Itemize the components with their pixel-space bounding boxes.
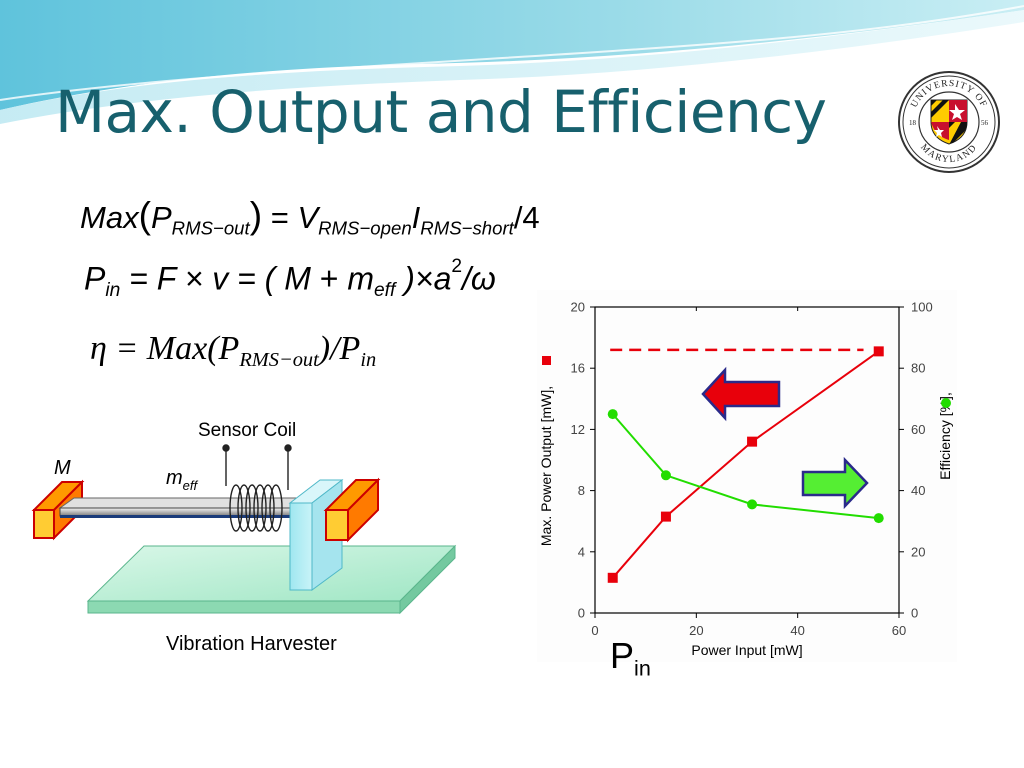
- slide-title: Max. Output and Efficiency: [55, 78, 827, 146]
- equation-efficiency: η = Max(PRMS−out)/Pin: [90, 330, 376, 372]
- eq1-p-subscript: RMS−out: [171, 217, 250, 239]
- power-output-point: [660, 511, 671, 522]
- efficiency-point: [607, 409, 618, 420]
- y-right-tick-label: 20: [911, 544, 925, 559]
- svg-text:18: 18: [909, 119, 917, 127]
- university-of-maryland-seal: UNIVERSITY OF MARYLAND 18 56: [898, 71, 1000, 173]
- equation-power-input: Pin = F × v = ( M + meff )×a2/ω: [84, 256, 496, 302]
- eq1-i-symbol: I: [411, 200, 421, 235]
- y-left-tick-label: 20: [571, 300, 585, 315]
- y-right-tick-label: 60: [911, 422, 925, 437]
- x-axis-label: Power Input [mW]: [691, 642, 802, 658]
- eq2-plus: +: [319, 260, 339, 297]
- legend-square-marker: [542, 356, 551, 365]
- eq2-force-velocity: = F × v = (: [129, 260, 276, 297]
- sensor-coil: [222, 444, 292, 532]
- power-efficiency-chart: 0 20 40 60 0 4 8 12 16 20 0 20 40 60 80 100 Power Input …: [538, 300, 953, 659]
- base-plate: [86, 544, 457, 615]
- eq2-p-symbol: P: [84, 260, 106, 297]
- vibration-harvester-diagram: Sensor Coil M meff Vibration Harvester: [31, 420, 457, 655]
- y-right-tick-label: 80: [911, 361, 925, 376]
- eq1-equals: =: [270, 200, 289, 235]
- right-arrow-green: [801, 456, 869, 510]
- eq3-subscript-in: in: [360, 349, 377, 372]
- eq3-divide: )/P: [318, 330, 361, 367]
- eq2-effective-mass-subscript: eff: [373, 279, 396, 301]
- eq2-p-subscript: in: [105, 279, 121, 301]
- eq1-v-symbol: V: [297, 200, 319, 235]
- y-right-axis-label: Efficiency [%],: [937, 392, 953, 480]
- header-wave-decoration: [0, 0, 1024, 124]
- eq2-acceleration: )×a: [404, 260, 452, 297]
- x-tick-label: 60: [892, 623, 906, 638]
- vibration-harvester-caption: Vibration Harvester: [166, 633, 337, 655]
- efficiency-point: [660, 470, 671, 481]
- eq1-divide-four: /4: [513, 200, 540, 235]
- x-tick-label: 20: [689, 623, 703, 638]
- eq3-subscript-rms: RMS−out: [239, 349, 319, 372]
- eq1-v-subscript: RMS−open: [318, 217, 412, 239]
- x-tick-label: 40: [790, 623, 804, 638]
- chart-panel-background: [537, 290, 957, 662]
- efficiency-point: [747, 499, 758, 510]
- y-left-axis-label: Max. Power Output [mW],: [538, 386, 554, 546]
- y-left-tick-label: 16: [571, 361, 585, 376]
- y-left-tick-label: 4: [578, 544, 585, 559]
- power-output-point: [747, 436, 758, 447]
- y-right-tick-label: 0: [911, 606, 918, 621]
- eq1-i-subscript: RMS−short: [420, 217, 514, 239]
- y-right-tick-label: 40: [911, 483, 925, 498]
- efficiency-point: [873, 513, 884, 524]
- eq2-effective-mass: m: [347, 260, 374, 297]
- sensor-coil-label: Sensor Coil: [198, 420, 296, 441]
- eq2-mass: M: [284, 260, 311, 297]
- eq2-omega: /ω: [462, 260, 496, 297]
- svg-text:56: 56: [981, 119, 989, 127]
- effective-mass-label: meff: [166, 467, 199, 493]
- left-arrow-red: [701, 366, 781, 422]
- mass-label: M: [54, 457, 71, 479]
- legend-circle-marker: [941, 398, 951, 408]
- eq1-max: Max: [80, 200, 139, 235]
- right-clamp-block: [323, 477, 381, 543]
- eq1-p-symbol: P: [150, 200, 172, 235]
- y-left-tick-label: 0: [578, 606, 585, 621]
- efficiency-line: [611, 413, 879, 520]
- y-right-tick-label: 100: [911, 300, 933, 315]
- power-output-line: [611, 350, 880, 579]
- power-input-symbol: Pin: [610, 635, 651, 681]
- power-output-point: [873, 346, 884, 357]
- y-left-tick-label: 8: [578, 483, 585, 498]
- equation-max-power: Max(PRMS−out) = VRMS−openIRMS−short/4: [80, 194, 540, 239]
- eq3-lhs: η = Max(P: [90, 330, 240, 367]
- power-output-point: [607, 572, 618, 583]
- plot-frame: [594, 306, 900, 614]
- y-left-tick-label: 12: [571, 422, 585, 437]
- cantilever-beam: [58, 497, 318, 518]
- x-tick-label: 0: [591, 623, 598, 638]
- eq2-square: 2: [451, 256, 463, 277]
